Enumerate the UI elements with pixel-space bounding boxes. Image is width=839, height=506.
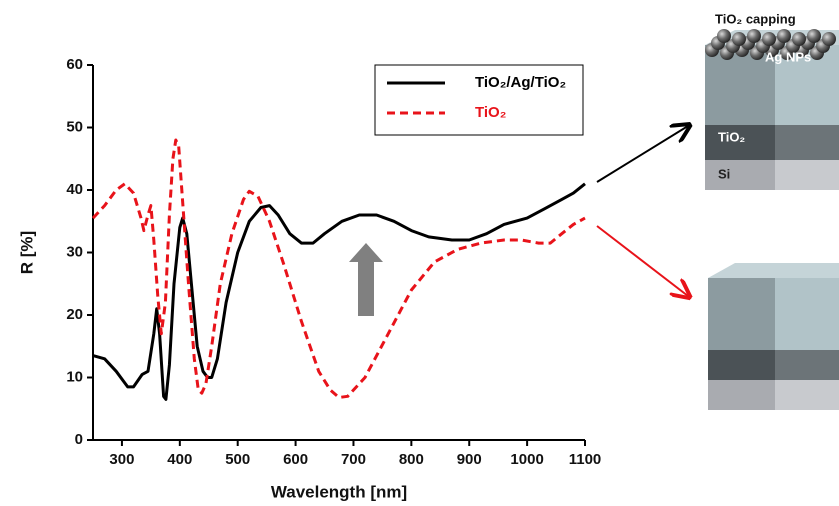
chart: 0 10 20 30 40 50 60 300 400 500 600 700 800 900 1000 11… xyxy=(17,56,601,502)
y-tick-label: 40 xyxy=(66,181,83,198)
x-tick-label: 1100 xyxy=(569,451,602,468)
nanoparticle xyxy=(792,32,806,46)
nanoparticle xyxy=(747,29,761,43)
y-tick-label: 0 xyxy=(75,431,83,448)
line-series xyxy=(91,138,586,399)
x-axis-label: Wavelength [nm] xyxy=(271,482,407,501)
diagram-plain xyxy=(708,263,839,410)
y-tick-label: 60 xyxy=(66,56,83,73)
nanoparticle xyxy=(762,32,776,46)
nanoparticle xyxy=(732,32,746,46)
nanoparticle xyxy=(777,29,791,43)
y-tick-label: 30 xyxy=(66,243,83,260)
annotation: Ag NPs xyxy=(765,49,811,64)
x-tick-label: 400 xyxy=(167,451,192,468)
x-tick-label: 900 xyxy=(457,451,482,468)
line-series xyxy=(92,182,586,401)
x-tick-label: 1000 xyxy=(510,451,543,468)
x-tick-label: 600 xyxy=(283,451,308,468)
annotation: TiO₂ xyxy=(718,129,745,144)
legend-label: TiO₂ xyxy=(475,104,506,121)
x-tick-label: 700 xyxy=(341,451,366,468)
nanoparticle xyxy=(822,32,836,46)
legend-label: TiO₂/Ag/TiO₂ xyxy=(475,74,566,91)
arrow xyxy=(596,225,688,296)
x-tick-label: 300 xyxy=(109,451,134,468)
annotation: TiO₂ capping xyxy=(715,11,796,26)
legend-box xyxy=(374,64,584,136)
y-axis-label: R [%] xyxy=(17,231,36,274)
x-tick-label: 800 xyxy=(399,451,424,468)
diagram-capped: TiO₂ capping Ag NPs TiO₂ Si xyxy=(705,11,839,190)
y-tick-label: 50 xyxy=(66,118,83,135)
y-tick-label: 10 xyxy=(66,368,83,385)
x-tick-label: 500 xyxy=(225,451,250,468)
arrow xyxy=(596,126,688,183)
nanoparticle xyxy=(717,29,731,43)
annotation: Si xyxy=(718,166,730,181)
nanoparticle xyxy=(807,29,821,43)
y-tick-label: 20 xyxy=(66,306,83,323)
trend-arrow xyxy=(349,243,383,316)
